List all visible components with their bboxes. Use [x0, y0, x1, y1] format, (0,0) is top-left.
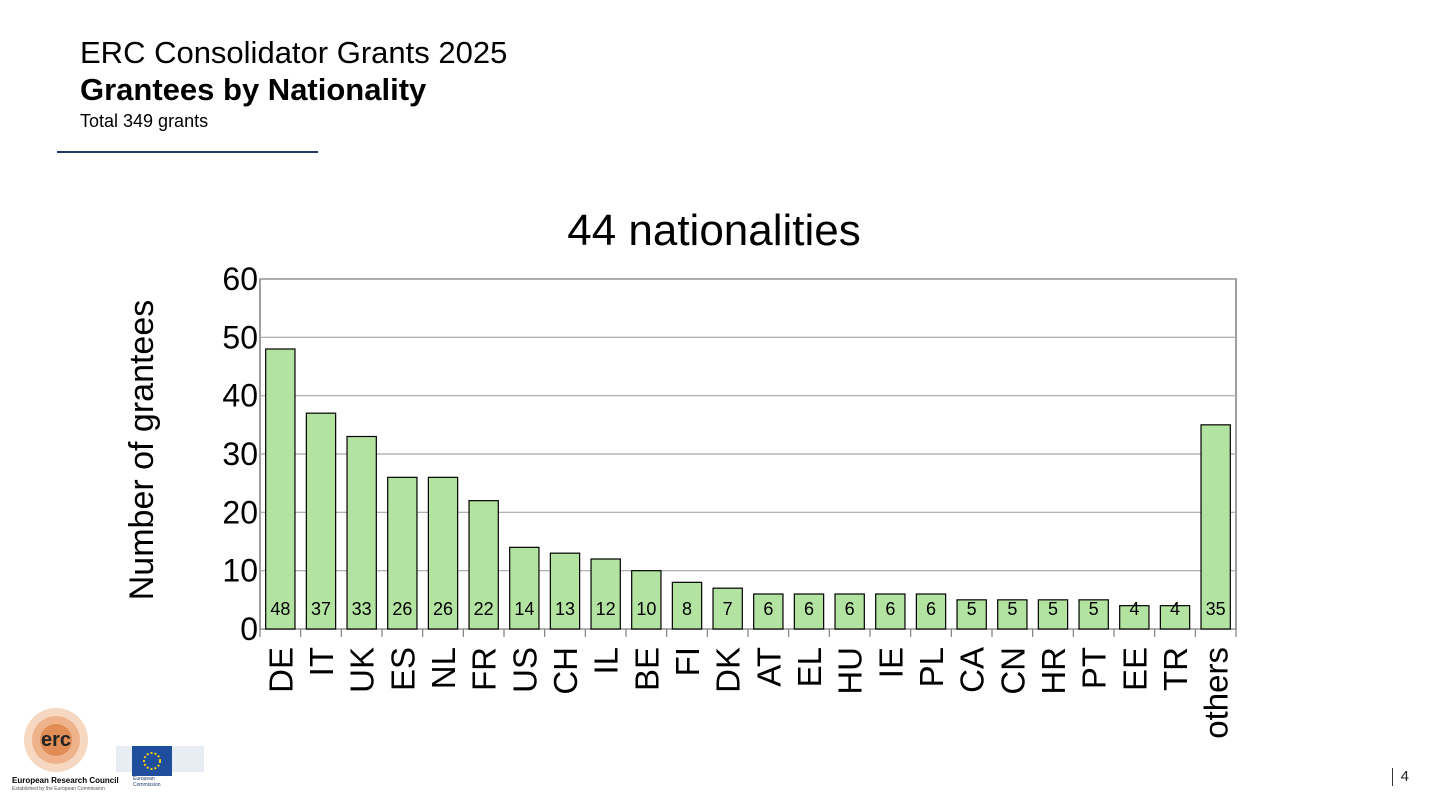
data-label: 37: [311, 599, 331, 619]
slide-title: ERC Consolidator Grants 2025: [80, 35, 508, 70]
bar-ca: [956, 599, 987, 630]
data-label: 5: [967, 599, 977, 619]
data-label: 8: [682, 599, 692, 619]
ec-name: European Commission: [133, 776, 161, 788]
data-label: 6: [885, 599, 895, 619]
erc-name: European Research Council: [12, 776, 119, 785]
y-tick-label: 0: [240, 611, 258, 647]
bar-nl: [427, 476, 459, 630]
y-tick-label: 40: [222, 378, 258, 414]
data-label: 4: [1170, 599, 1180, 619]
data-label: 6: [763, 599, 773, 619]
x-tick-label: HR: [1035, 647, 1072, 695]
data-label: 26: [433, 599, 453, 619]
data-label: 12: [596, 599, 616, 619]
x-tick-label: PL: [913, 647, 950, 687]
header-divider: [57, 151, 318, 153]
bar-hu: [834, 593, 865, 630]
y-tick-label: 30: [222, 436, 258, 472]
data-label: 33: [352, 599, 372, 619]
x-tick-label: AT: [750, 647, 787, 687]
bar-es: [387, 476, 418, 630]
x-tick-label: IL: [588, 647, 625, 675]
bar-il: [590, 558, 621, 630]
erc-logo-text: erc: [41, 729, 71, 751]
y-tick-label: 60: [222, 261, 258, 297]
data-label: 26: [392, 599, 412, 619]
slide-subtitle: Grantees by Nationality: [80, 72, 427, 107]
bar-fr: [468, 500, 499, 630]
y-tick-label: 50: [222, 319, 258, 355]
x-tick-label: TR: [1157, 647, 1194, 691]
data-label: 5: [1089, 599, 1099, 619]
x-tick-label: DK: [710, 647, 747, 693]
x-tick-label: others: [1198, 647, 1235, 739]
bar-pt: [1078, 599, 1109, 630]
data-label: 22: [474, 599, 494, 619]
total-grants: Total 349 grants: [80, 111, 209, 131]
y-tick-label: 20: [222, 494, 258, 530]
x-tick-label: EL: [791, 647, 828, 687]
ec-logo: [116, 746, 204, 776]
data-label: 7: [723, 599, 733, 619]
bar-el: [793, 593, 825, 630]
bar-dk: [712, 587, 743, 630]
bar-tr: [1159, 605, 1191, 630]
bar-ie: [875, 593, 906, 630]
data-label: 10: [636, 599, 656, 619]
x-tick-label: HU: [832, 647, 869, 695]
data-label: 6: [804, 599, 814, 619]
x-tick-label: PT: [1076, 647, 1113, 689]
data-label: 5: [1007, 599, 1017, 619]
page-number: 4: [1391, 768, 1409, 786]
x-tick-label: EE: [1116, 647, 1153, 691]
footer-logos: erc European Research Council Establishe…: [12, 706, 212, 796]
erc-logo: erc: [24, 708, 88, 772]
x-tick-label: ES: [384, 647, 421, 691]
x-tick-label: UK: [344, 647, 381, 693]
x-tick-label: CN: [994, 647, 1031, 695]
data-label: 6: [926, 599, 936, 619]
x-tick-label: US: [506, 647, 543, 693]
y-axis-label: Number of grantees: [123, 300, 161, 601]
logos-graphic: erc: [24, 708, 204, 776]
bar-cn: [997, 599, 1028, 630]
data-label: 4: [1129, 599, 1139, 619]
data-label: 13: [555, 599, 575, 619]
bar-pl: [915, 593, 947, 630]
bar-it: [305, 412, 337, 630]
bar-de: [265, 348, 296, 630]
x-tick-label: CH: [547, 647, 584, 695]
bar-fi: [671, 581, 703, 630]
chart-title: 44 nationalities: [567, 206, 861, 255]
y-tick-label: 10: [222, 553, 258, 589]
bar-hr: [1037, 599, 1069, 630]
x-tick-label: FI: [669, 647, 706, 676]
data-label: 5: [1048, 599, 1058, 619]
bar-uk: [346, 435, 377, 630]
slide-header: ERC Consolidator Grants 2025 Grantees by…: [80, 36, 507, 132]
data-label: 35: [1206, 599, 1226, 619]
x-tick-label: DE: [262, 647, 299, 693]
bar-at: [753, 593, 784, 630]
data-label: 6: [845, 599, 855, 619]
erc-established: Established by the European Commission: [12, 786, 105, 792]
x-tick-label: FR: [466, 647, 503, 691]
bars: 48 37 33 26 26 22 14 13 12 10 8 7 6 6 6 6 6 5 5 5 5 4 4 35: [265, 348, 1231, 630]
bar-ch: [549, 552, 581, 630]
bar-us: [509, 546, 540, 630]
data-label: 14: [514, 599, 534, 619]
bar-others: [1200, 424, 1231, 630]
data-label: 48: [270, 599, 290, 619]
x-tick-label: NL: [425, 647, 462, 689]
bar-ee: [1119, 605, 1150, 630]
x-tick-label: IT: [303, 647, 340, 676]
bar-be: [631, 570, 662, 630]
x-tick-label: BE: [628, 647, 665, 691]
x-tick-label: CA: [954, 647, 991, 693]
x-tick-label: IE: [872, 647, 909, 678]
